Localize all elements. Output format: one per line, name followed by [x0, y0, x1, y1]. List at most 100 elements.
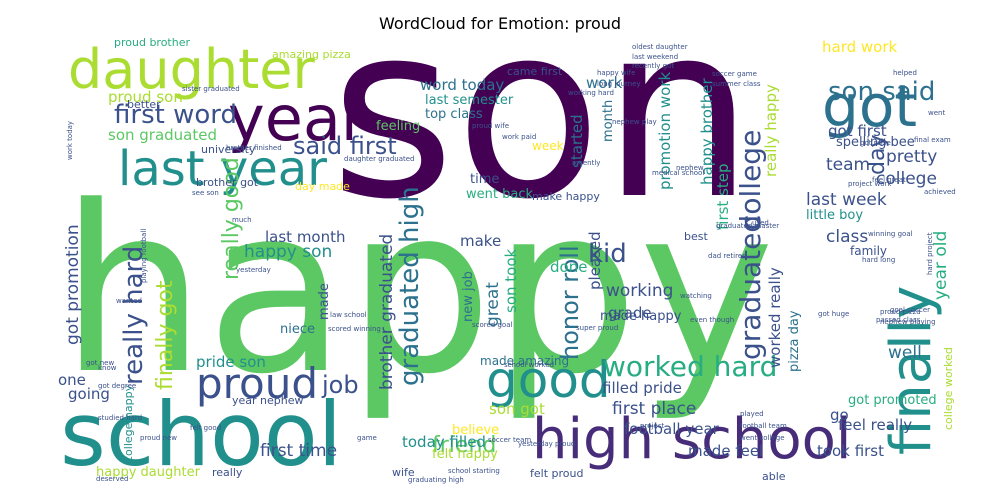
word-cloud-word: promotion work — [656, 72, 674, 190]
word-cloud-word: feeling — [376, 119, 420, 134]
word-cloud-word: year — [228, 82, 367, 155]
word-cloud-word: year nephew — [232, 394, 304, 407]
word-cloud-word: daughter graduated — [344, 155, 414, 163]
word-cloud-word: son — [330, 0, 754, 252]
word-cloud-word: really good — [219, 157, 244, 280]
word-cloud-word: helped — [893, 69, 917, 77]
word-cloud-word: happy wife — [597, 69, 635, 77]
word-cloud-word: summer class — [712, 80, 761, 88]
word-cloud-word: made feel — [688, 442, 763, 460]
word-cloud-word: daughter — [68, 38, 315, 101]
word-cloud-word: recently — [572, 159, 600, 167]
chart-title: WordCloud for Emotion: proud — [378, 14, 622, 33]
word-cloud-word: brother got — [196, 176, 259, 189]
word-cloud-word: first word — [114, 100, 237, 130]
word-cloud-word: pride son — [196, 353, 266, 371]
word-cloud-word: top class — [425, 107, 483, 122]
word-cloud-word: pretty — [886, 147, 937, 167]
word-cloud-word: went college — [740, 434, 785, 442]
word-cloud-word: friend — [432, 433, 496, 458]
word-cloud-word: school worked — [504, 361, 554, 369]
word-cloud-word: made amazing — [480, 354, 569, 368]
word-cloud-word: graduated high — [395, 186, 425, 386]
word-cloud-word: school starting — [448, 467, 500, 475]
word-cloud-word: project — [640, 422, 665, 430]
word-cloud-word: last semester — [425, 93, 514, 108]
word-cloud-word: winning goal — [868, 230, 913, 238]
word-cloud-word: got — [822, 72, 917, 140]
word-cloud-word: first step — [714, 163, 732, 230]
word-cloud-word: went back — [466, 187, 533, 202]
word-cloud-word: scored winning — [328, 325, 381, 333]
word-cloud-word: really happy — [762, 84, 780, 177]
word-cloud-word: word today — [420, 76, 504, 94]
word-cloud-word: week — [532, 139, 564, 153]
word-cloud-word: playing football — [140, 229, 148, 283]
word-cloud-word: pizza day — [787, 310, 802, 372]
word-cloud-word: wife — [392, 466, 415, 479]
word-cloud-word: day made — [295, 180, 350, 193]
word-cloud-word: felt good — [190, 424, 221, 432]
word-cloud-word: played — [740, 410, 764, 418]
word-cloud-word: yesterday — [236, 266, 271, 274]
word-cloud-word: sister graduated — [182, 85, 240, 93]
word-cloud-word: able — [762, 470, 786, 483]
word-cloud-word: college — [734, 130, 767, 230]
word-cloud-word: deserved — [96, 475, 128, 483]
word-cloud-word: happy daughter — [96, 465, 201, 480]
word-cloud-word: day — [865, 135, 890, 175]
word-cloud-word: super proud — [576, 324, 618, 332]
word-cloud-word: today filled — [402, 433, 486, 451]
word-cloud-word: amazing pizza — [272, 48, 351, 61]
word-cloud-word: son said — [828, 77, 935, 107]
word-cloud-word: class — [826, 227, 868, 247]
word-cloud-word: got raise — [860, 139, 891, 147]
word-cloud-word: scored goal — [472, 321, 512, 329]
word-cloud-word: going — [68, 385, 110, 403]
word-cloud-word: said first — [293, 132, 397, 160]
word-cloud-word: really hard — [119, 246, 149, 385]
word-cloud-word: got new — [86, 359, 114, 367]
word-cloud-word: spelling bee — [836, 135, 915, 150]
word-cloud-word: medical school — [652, 169, 704, 177]
word-cloud-word: oldest daughter — [632, 43, 688, 51]
word-cloud-word: went — [928, 109, 945, 117]
word-cloud-word: done — [550, 258, 587, 276]
word-cloud-word: nephew — [676, 164, 704, 172]
word-cloud-word: university — [201, 143, 256, 156]
word-cloud-word: got degree — [98, 382, 136, 390]
word-cloud-word: son got — [489, 400, 545, 418]
word-cloud-word: first place — [612, 399, 696, 419]
word-cloud-word: high school — [532, 407, 851, 472]
word-cloud-word: got promoted — [848, 393, 937, 408]
word-cloud-word: know — [98, 364, 117, 372]
word-cloud-word: work paid — [502, 133, 536, 141]
word-cloud-word: great — [483, 282, 503, 327]
word-cloud-word: finally — [879, 286, 944, 455]
word-cloud-word: took first — [817, 442, 884, 460]
word-cloud-word: passed class — [876, 316, 921, 324]
word-cloud-word: team — [826, 155, 870, 175]
word-cloud-word: proud — [196, 359, 318, 408]
word-cloud-word: pleased — [586, 231, 604, 290]
word-cloud-word: graduated master — [716, 222, 779, 230]
word-cloud-word: go — [830, 406, 849, 424]
word-cloud-word: work today — [66, 121, 74, 160]
word-cloud-word: brother finished — [226, 144, 282, 152]
word-cloud-word: proud wife — [472, 122, 509, 130]
word-cloud-word: make — [460, 232, 501, 250]
word-cloud-word: recently got — [632, 62, 674, 70]
word-cloud-word: well — [888, 343, 922, 363]
word-cloud-word: good — [486, 351, 611, 409]
word-cloud-word: long journey — [597, 80, 641, 88]
word-cloud-word: worked really — [766, 267, 784, 368]
word-cloud-word: proud pizza — [880, 308, 921, 316]
word-cloud-word: worked hard — [603, 350, 777, 383]
word-cloud-word: nephew playing — [880, 318, 936, 326]
word-cloud-word: graduating high — [408, 476, 464, 484]
word-cloud-word: happy — [60, 158, 775, 425]
word-cloud-word: brother graduated — [377, 234, 397, 390]
word-cloud-word: feel great — [872, 176, 906, 184]
word-cloud-word: college happy — [122, 384, 135, 462]
word-cloud-word: graduated — [734, 215, 767, 360]
